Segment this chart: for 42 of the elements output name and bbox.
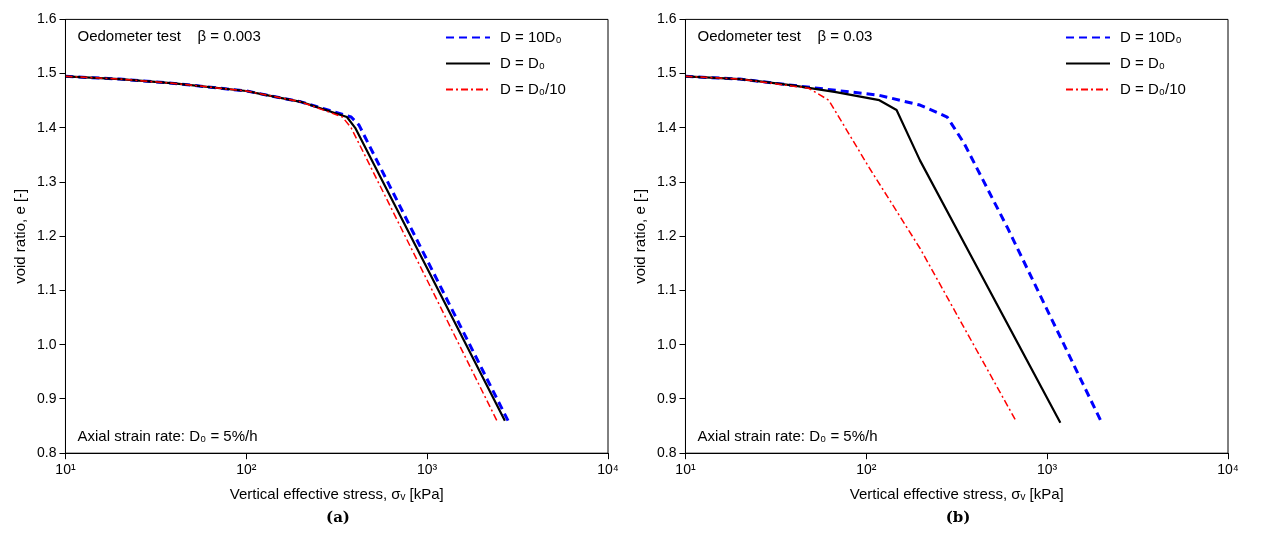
x-tick-label: 10⁴ <box>597 461 619 478</box>
annotation: Axial strain rate: D₀ = 5%/h <box>77 427 258 445</box>
annotation: Oedometer test β = 0.03 <box>697 27 873 45</box>
y-tick-label: 1.6 <box>656 10 677 27</box>
x-tick-label: 10¹ <box>675 461 696 478</box>
y-tick-label: 1.5 <box>36 64 57 81</box>
x-tick-label: 10³ <box>417 461 438 478</box>
y-tick-label: 1.6 <box>36 10 57 27</box>
y-tick-label: 1.3 <box>656 172 677 189</box>
x-tick-label: 10² <box>856 461 877 478</box>
annotation: Axial strain rate: D₀ = 5%/h <box>697 427 878 445</box>
y-tick-label: 1.1 <box>656 281 677 298</box>
legend-label: D = 10D₀ <box>500 27 562 45</box>
y-tick-label: 1.4 <box>36 118 57 135</box>
text: (a) <box>325 508 351 526</box>
y-tick-label: 1.2 <box>656 227 677 244</box>
y-tick-label: 0.9 <box>36 389 57 406</box>
legend-label: D = 10D₀ <box>1120 27 1182 45</box>
y-tick-label: 1.3 <box>36 172 57 189</box>
x-tick-label: 10⁴ <box>1217 461 1239 478</box>
x-axis-title: Vertical effective stress, σᵥ [kPa] <box>849 485 1064 503</box>
annotation: Oedometer test β = 0.003 <box>77 27 261 45</box>
legend-label: D = D₀ <box>1120 53 1165 71</box>
x-tick-label: 10³ <box>1037 461 1058 478</box>
legend-label: D = D₀ <box>500 53 545 71</box>
y-tick-label: 1.0 <box>36 335 57 352</box>
y-tick-label: 1.2 <box>36 227 57 244</box>
x-tick-label: 10¹ <box>55 461 76 478</box>
y-tick-label: 0.8 <box>656 444 677 461</box>
legend-label: D = D₀/10 <box>1120 79 1186 97</box>
y-tick-label: 1.0 <box>656 335 677 352</box>
legend-label: D = D₀/10 <box>500 79 566 97</box>
y-tick-label: 1.1 <box>36 281 57 298</box>
y-tick-label: 0.9 <box>656 389 677 406</box>
x-tick-label: 10² <box>236 461 257 478</box>
y-tick-label: 1.4 <box>656 118 677 135</box>
y-axis-title: void ratio, e [-] <box>11 188 29 284</box>
text: (b) <box>944 508 972 526</box>
y-tick-label: 1.5 <box>656 64 677 81</box>
x-axis-title: Vertical effective stress, σᵥ [kPa] <box>229 485 444 503</box>
y-axis-title: void ratio, e [-] <box>631 188 649 284</box>
y-tick-label: 0.8 <box>36 444 57 461</box>
